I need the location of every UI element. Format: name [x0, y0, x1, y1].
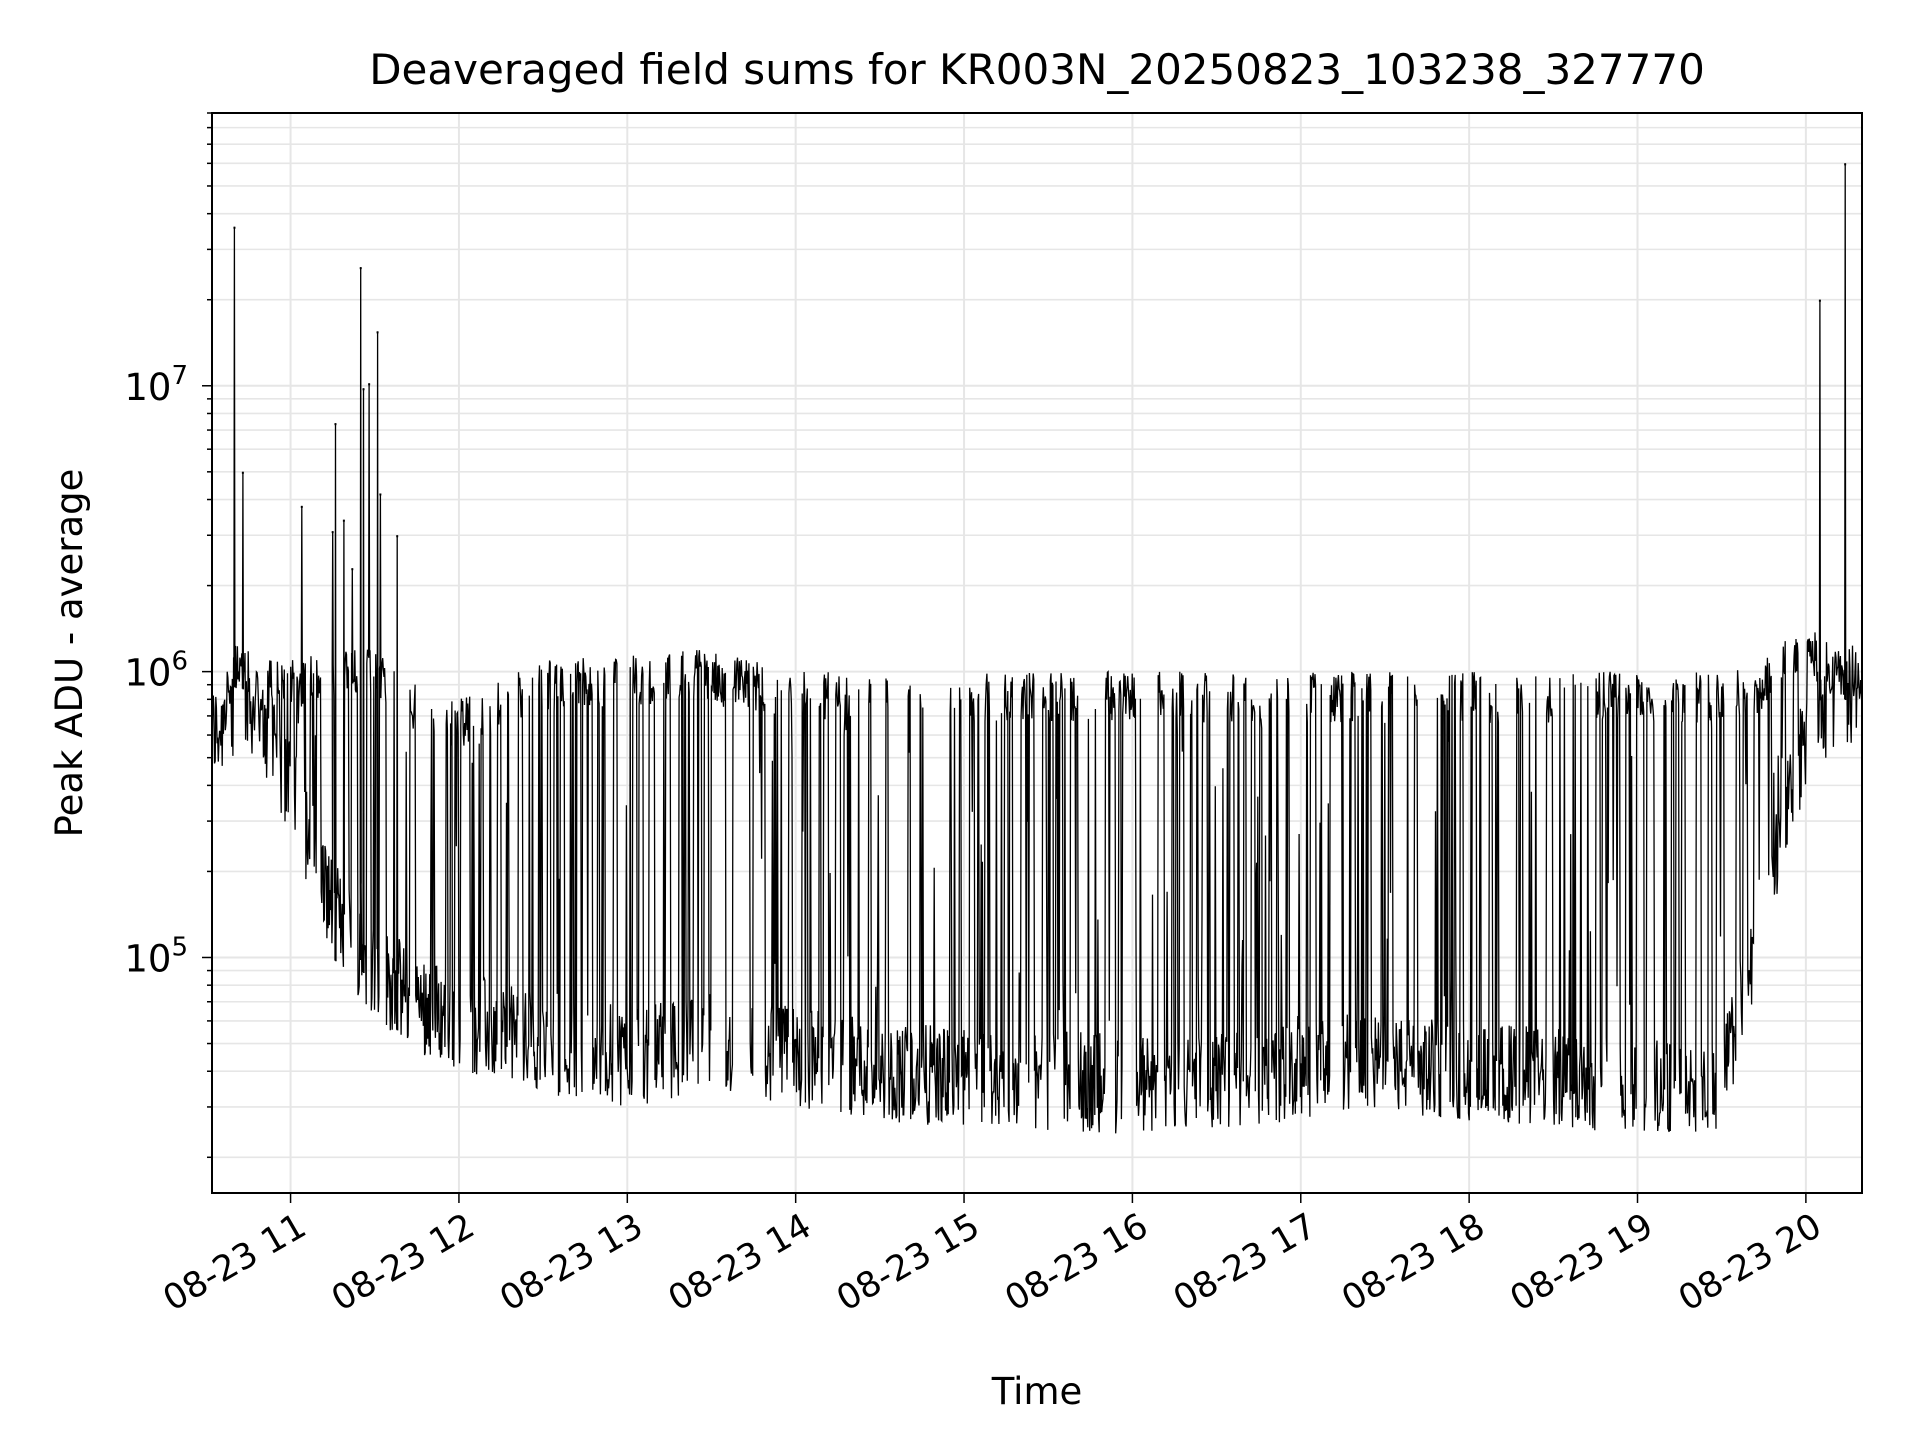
y-tick-label: 107 [124, 361, 188, 409]
series-layer [211, 163, 1863, 1134]
chart-title: Deaveraged field sums for KR003N_2025082… [369, 45, 1705, 94]
y-tick-label: 106 [124, 647, 188, 695]
plot-area-frame [211, 112, 1863, 1194]
series-line [211, 163, 1863, 1134]
y-axis-label: Peak ADU - average [48, 469, 91, 838]
y-tick-label: 105 [124, 932, 188, 980]
x-axis-label: Time [991, 1370, 1083, 1413]
